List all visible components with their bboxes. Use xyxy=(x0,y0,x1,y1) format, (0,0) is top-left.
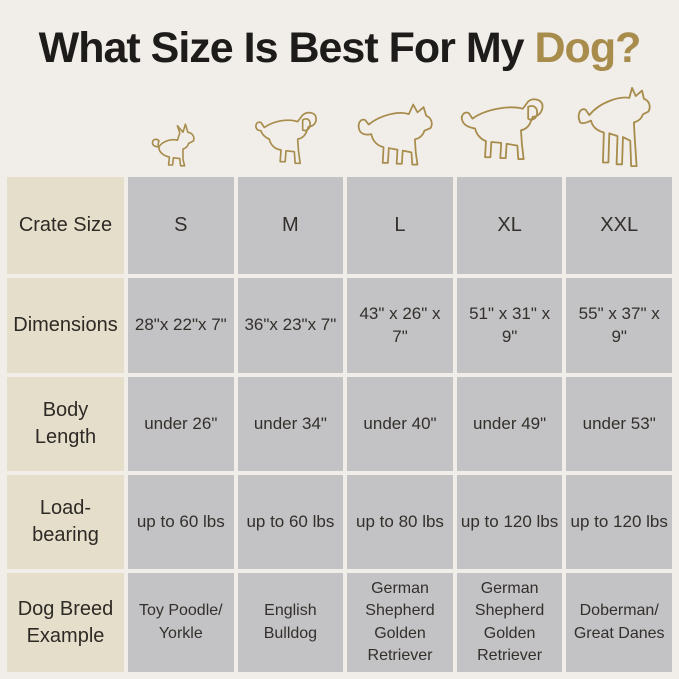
load-bearing-l: up to 80 lbs xyxy=(347,475,453,569)
breed-example-m: English Bulldog xyxy=(237,573,344,672)
row-label-crate-size: Crate Size xyxy=(7,177,124,274)
body-length-m: under 34" xyxy=(237,377,344,471)
load-bearing-xxl: up to 120 lbs xyxy=(566,475,672,569)
breed-example-l: German Shepherd Golden Retriever xyxy=(347,573,453,672)
breed-example-xl: German Shepherd Golden Retriever xyxy=(456,573,563,672)
crate-size-l: L xyxy=(347,177,453,274)
dimensions-s: 28"x 22"x 7" xyxy=(128,278,234,373)
body-length-xl: under 49" xyxy=(456,377,563,471)
crate-size-xxl: XXL xyxy=(566,177,672,274)
dimensions-xl: 51" x 31" x 9" xyxy=(456,278,563,373)
body-length-xxl: under 53" xyxy=(566,377,672,471)
title-prefix: What Size Is Best For My xyxy=(38,24,535,72)
crate-size-m: M xyxy=(237,177,344,274)
title-highlight: Dog? xyxy=(534,24,642,72)
husky-dog-icon xyxy=(343,100,453,170)
crate-size-s: S xyxy=(128,177,234,274)
row-label-body-length: Body Length xyxy=(7,377,124,471)
breed-example-s: Toy Poodle/ Yorkle xyxy=(128,573,234,672)
row-label-load-bearing: Load- bearing xyxy=(7,475,124,569)
size-guide-table: Crate Size S M L XL XXL Dimensions 28"x … xyxy=(7,177,672,672)
body-length-s: under 26" xyxy=(128,377,234,471)
crate-size-xl: XL xyxy=(456,177,563,274)
dimensions-l: 43" x 26" x 7" xyxy=(347,278,453,373)
beagle-dog-icon xyxy=(234,110,344,170)
page-title: What Size Is Best For My Dog? xyxy=(0,0,679,73)
breed-example-xxl: Doberman/ Great Danes xyxy=(566,573,672,672)
great-dane-dog-icon xyxy=(562,84,672,170)
chihuahua-dog-icon xyxy=(124,120,234,170)
load-bearing-xl: up to 120 lbs xyxy=(456,475,563,569)
body-length-l: under 40" xyxy=(347,377,453,471)
dimensions-m: 36"x 23"x 7" xyxy=(237,278,344,373)
row-label-dimensions: Dimensions xyxy=(7,278,124,373)
labrador-dog-icon xyxy=(453,96,563,170)
load-bearing-s: up to 60 lbs xyxy=(128,475,234,569)
dog-size-illustrations xyxy=(124,86,672,170)
load-bearing-m: up to 60 lbs xyxy=(237,475,344,569)
row-label-dog-breed: Dog Breed Example xyxy=(7,573,124,672)
dimensions-xxl: 55" x 37" x 9" xyxy=(566,278,672,373)
